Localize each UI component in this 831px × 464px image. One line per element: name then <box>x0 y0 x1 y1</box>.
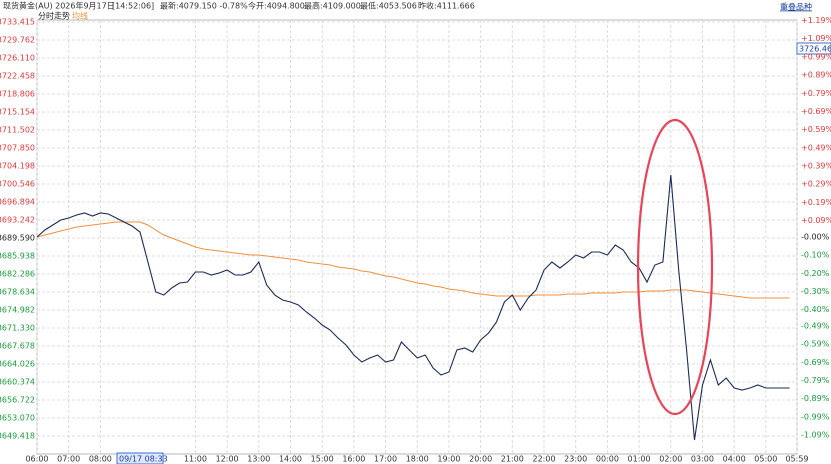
x-tick-label: 14:00 <box>279 455 302 464</box>
x-tick-label: 06:00 <box>25 455 48 464</box>
y2-tick-label: +0.49% <box>801 143 831 152</box>
y-tick-label: 3711.502 <box>0 126 35 135</box>
overlay-link[interactable]: 重叠品种 <box>780 2 812 12</box>
header-info: 最高:4109.000 <box>304 1 361 11</box>
y2-tick-label: +0.19% <box>801 198 831 207</box>
header-info: 最新:4079.150 -0.78% <box>160 1 248 11</box>
y-tick-label: 3649.418 <box>0 432 35 441</box>
y-tick-label: 3722.458 <box>0 72 35 81</box>
x-tick-label: 15:00 <box>311 455 334 464</box>
header-info: 现货黄金(AU) 2026年9月17日 <box>3 1 115 11</box>
header-info: [14:52:06] <box>112 2 154 11</box>
last-price-box <box>796 42 831 55</box>
y2-tick-label: +0.69% <box>801 107 831 116</box>
y-tick-label: 3726.110 <box>0 54 35 63</box>
x-tick-label: 11:00 <box>184 455 207 464</box>
x-tick-label: 08:00 <box>89 455 112 464</box>
x-tick-label: 05:00 <box>754 455 777 464</box>
x-tick-label: 12:00 <box>216 455 239 464</box>
y-tick-label: 3733.415 <box>0 17 35 26</box>
y2-tick-label: +0.89% <box>801 71 831 80</box>
tab-label[interactable]: 分时走势 <box>38 11 70 21</box>
y-tick-label: 3704.198 <box>0 162 35 171</box>
y2-tick-label: -0.40% <box>801 305 830 314</box>
y2-tick-label: -0.79% <box>801 376 830 385</box>
y-tick-label: 3678.634 <box>0 288 35 297</box>
last-price-label: 3726.463 <box>799 45 831 54</box>
x-tick-label: 01:00 <box>628 455 651 464</box>
y-tick-label: 3696.894 <box>0 198 35 207</box>
y-tick-label: 3671.330 <box>0 324 35 333</box>
y2-tick-label: +0.39% <box>801 162 831 171</box>
y-tick-label: 3660.374 <box>0 378 35 387</box>
y-tick-label: 3685.938 <box>0 252 35 261</box>
y-tick-label: 3700.546 <box>0 180 35 189</box>
y2-tick-label: -0.20% <box>801 269 830 278</box>
y-tick-label: 3729.762 <box>0 36 35 45</box>
x-tick-label: 18:00 <box>406 455 429 464</box>
x-tick-label: 03:00 <box>691 455 714 464</box>
x-tick-label: 00:00 <box>596 455 619 464</box>
y-tick-label: 3715.154 <box>0 108 35 117</box>
y2-tick-label: +0.29% <box>801 180 831 189</box>
y-tick-label: 3656.722 <box>0 396 35 405</box>
average-line <box>36 221 790 299</box>
x-tick-label: 16:00 <box>342 455 365 464</box>
y-tick-label: 3682.286 <box>0 270 35 279</box>
x-tick-label: 23:00 <box>564 455 587 464</box>
y2-tick-label: +1.09% <box>801 34 831 43</box>
header-info: 最低:4053.506 <box>360 1 417 11</box>
cursor-label: 09/17 08:33 <box>119 455 168 464</box>
y-tick-label: 3693.242 <box>0 216 35 225</box>
cursor-box <box>116 452 164 464</box>
y2-tick-label: -0.99% <box>801 412 830 421</box>
x-tick-label: 05:59 <box>785 455 808 464</box>
y-tick-label: 3689.590 <box>0 234 35 243</box>
header-info: 今开:4094.800 <box>248 1 305 11</box>
y-tick-label: 3674.982 <box>0 306 35 315</box>
y2-tick-label: +0.59% <box>801 125 831 134</box>
x-tick-label: 20:00 <box>469 455 492 464</box>
legend-avg: 均线 <box>72 11 88 21</box>
y-tick-label: 3667.678 <box>0 342 35 351</box>
x-tick-label: 17:00 <box>374 455 397 464</box>
y-tick-label: 3653.070 <box>0 414 35 423</box>
y2-tick-label: +0.09% <box>801 216 831 225</box>
y-tick-label: 3664.026 <box>0 360 35 369</box>
y2-tick-label: -0.89% <box>801 394 830 403</box>
highlight-ellipse <box>636 118 714 416</box>
y2-tick-label: +0.99% <box>801 52 831 61</box>
y2-tick-label: -0.00% <box>801 232 830 241</box>
x-tick-label: 02:00 <box>659 455 682 464</box>
y2-tick-label: -0.69% <box>801 358 830 367</box>
price-line <box>36 174 790 441</box>
x-tick-label: 13:00 <box>247 455 270 464</box>
y2-tick-label: -0.30% <box>801 287 830 296</box>
x-tick-label: 22:00 <box>532 455 555 464</box>
y2-tick-label: -0.49% <box>801 322 830 331</box>
y2-tick-label: -1.09% <box>801 431 830 440</box>
x-tick-label: 19:00 <box>437 455 460 464</box>
x-tick-label: 04:00 <box>723 455 746 464</box>
y-tick-label: 3707.850 <box>0 144 35 153</box>
y2-tick-label: +0.79% <box>801 89 831 98</box>
x-tick-label: 07:00 <box>57 455 80 464</box>
y2-tick-label: +1.19% <box>801 16 831 25</box>
header-info: 昨收:4111.666 <box>418 1 475 11</box>
y2-tick-label: -0.59% <box>801 340 830 349</box>
x-tick-label: 21:00 <box>501 455 524 464</box>
y2-tick-label: -0.10% <box>801 251 830 260</box>
y-tick-label: 3718.806 <box>0 90 35 99</box>
